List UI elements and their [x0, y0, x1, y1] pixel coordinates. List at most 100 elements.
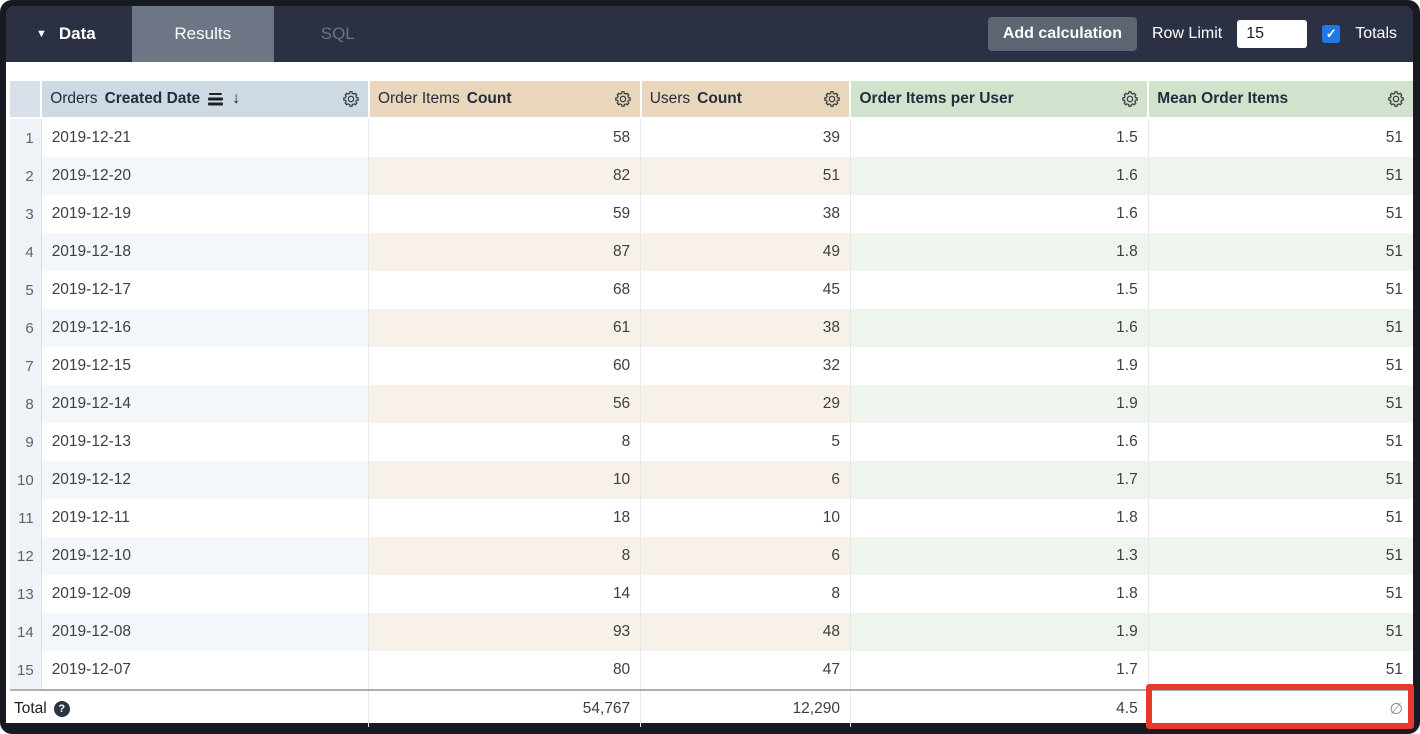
row-number-header [10, 81, 42, 119]
data-menu-button[interactable]: ▼ Data [6, 6, 132, 62]
users-count-cell[interactable]: 32 [640, 347, 851, 385]
add-calculation-button[interactable]: Add calculation [987, 17, 1137, 51]
order-items-per-user-cell[interactable]: 1.7 [849, 651, 1149, 690]
order-items-count-cell[interactable]: 8 [368, 423, 641, 461]
date-cell[interactable]: 2019-12-18 [40, 233, 369, 271]
gear-icon[interactable] [1387, 90, 1405, 108]
gear-icon[interactable] [342, 90, 360, 108]
order-items-per-user-cell[interactable]: 1.9 [849, 347, 1149, 385]
users-count-cell[interactable]: 45 [640, 271, 851, 309]
users-count-cell[interactable]: 6 [640, 461, 851, 499]
mean-order-items-cell[interactable]: 51 [1147, 233, 1413, 271]
order-items-per-user-cell[interactable]: 1.8 [849, 499, 1149, 537]
column-header-users-count[interactable]: Users Count [639, 81, 851, 119]
order-items-count-cell[interactable]: 58 [368, 118, 641, 157]
date-cell[interactable]: 2019-12-08 [40, 613, 369, 651]
mean-order-items-cell[interactable]: 51 [1147, 271, 1413, 309]
order-items-count-cell[interactable]: 61 [368, 309, 641, 347]
users-count-cell[interactable]: 47 [640, 651, 851, 690]
order-items-per-user-cell[interactable]: 1.6 [849, 423, 1149, 461]
date-cell[interactable]: 2019-12-11 [40, 499, 369, 537]
gear-icon[interactable] [823, 90, 841, 108]
column-header-order-items-count[interactable]: Order Items Count [367, 81, 641, 119]
column-header-orders-created-date[interactable]: Orders Created Date ↓ [40, 81, 369, 119]
order-items-count-cell[interactable]: 82 [368, 157, 641, 195]
users-count-cell[interactable]: 51 [640, 157, 851, 195]
mean-order-items-cell[interactable]: 51 [1147, 195, 1413, 233]
users-count-cell[interactable]: 48 [640, 613, 851, 651]
order-items-count-cell[interactable]: 10 [368, 461, 641, 499]
header-field-label: Created Date [104, 90, 201, 107]
mean-order-items-cell[interactable]: 51 [1147, 537, 1413, 575]
order-items-count-cell[interactable]: 14 [368, 575, 641, 613]
mean-order-items-cell[interactable]: 51 [1147, 423, 1413, 461]
date-group-icon [208, 93, 224, 106]
date-cell[interactable]: 2019-12-16 [40, 309, 369, 347]
order-items-per-user-cell[interactable]: 1.8 [849, 233, 1149, 271]
mean-order-items-cell[interactable]: 51 [1147, 385, 1413, 423]
date-cell[interactable]: 2019-12-12 [40, 461, 369, 499]
table-row: 6 2019-12-16 61 38 1.6 51 [10, 309, 1413, 347]
row-number-cell: 3 [10, 195, 42, 233]
users-count-cell[interactable]: 38 [640, 309, 851, 347]
order-items-count-cell[interactable]: 68 [368, 271, 641, 309]
order-items-per-user-cell[interactable]: 1.6 [849, 157, 1149, 195]
order-items-per-user-cell[interactable]: 1.8 [849, 575, 1149, 613]
users-count-cell[interactable]: 38 [640, 195, 851, 233]
totals-checkbox[interactable]: ✓ [1322, 25, 1341, 43]
date-cell[interactable]: 2019-12-19 [40, 195, 369, 233]
gear-icon[interactable] [1121, 90, 1139, 108]
date-cell[interactable]: 2019-12-10 [40, 537, 369, 575]
help-icon[interactable]: ? [53, 701, 70, 717]
users-count-cell[interactable]: 29 [640, 385, 851, 423]
order-items-count-cell[interactable]: 93 [368, 613, 641, 651]
date-cell[interactable]: 2019-12-17 [40, 271, 369, 309]
mean-order-items-cell[interactable]: 51 [1147, 613, 1413, 651]
column-header-order-items-per-user[interactable]: Order Items per User [849, 81, 1149, 119]
users-count-cell[interactable]: 39 [640, 118, 851, 157]
order-items-count-cell[interactable]: 59 [368, 195, 641, 233]
order-items-per-user-cell[interactable]: 1.9 [849, 613, 1149, 651]
order-items-per-user-cell[interactable]: 1.5 [849, 271, 1149, 309]
table-row: 4 2019-12-18 87 49 1.8 51 [10, 233, 1413, 271]
mean-order-items-cell[interactable]: 51 [1147, 309, 1413, 347]
header-row: Orders Created Date ↓ [10, 81, 1413, 119]
data-toolbar: ▼ Data Results SQL Add calculation Row L… [6, 6, 1413, 62]
order-items-per-user-cell[interactable]: 1.9 [849, 385, 1149, 423]
date-cell[interactable]: 2019-12-15 [40, 347, 369, 385]
order-items-count-cell[interactable]: 60 [368, 347, 641, 385]
column-header-mean-order-items[interactable]: Mean Order Items [1147, 81, 1413, 119]
order-items-per-user-cell[interactable]: 1.3 [849, 537, 1149, 575]
gear-icon[interactable] [614, 90, 632, 108]
tab-results[interactable]: Results [131, 6, 274, 62]
order-items-count-cell[interactable]: 8 [368, 537, 641, 575]
users-count-cell[interactable]: 5 [640, 423, 851, 461]
users-count-cell[interactable]: 8 [640, 575, 851, 613]
mean-order-items-cell[interactable]: 51 [1147, 651, 1413, 690]
date-cell[interactable]: 2019-12-09 [40, 575, 369, 613]
order-items-per-user-cell[interactable]: 1.7 [849, 461, 1149, 499]
date-cell[interactable]: 2019-12-13 [40, 423, 369, 461]
order-items-count-cell[interactable]: 56 [368, 385, 641, 423]
mean-order-items-cell[interactable]: 51 [1147, 575, 1413, 613]
mean-order-items-cell[interactable]: 51 [1147, 461, 1413, 499]
order-items-count-cell[interactable]: 87 [368, 233, 641, 271]
users-count-cell[interactable]: 6 [640, 537, 851, 575]
tab-sql[interactable]: SQL [320, 24, 355, 43]
mean-order-items-cell[interactable]: 51 [1147, 499, 1413, 537]
date-cell[interactable]: 2019-12-14 [40, 385, 369, 423]
date-cell[interactable]: 2019-12-21 [40, 118, 369, 157]
mean-order-items-cell[interactable]: 51 [1147, 157, 1413, 195]
order-items-per-user-cell[interactable]: 1.6 [849, 195, 1149, 233]
date-cell[interactable]: 2019-12-20 [40, 157, 369, 195]
order-items-per-user-cell[interactable]: 1.6 [849, 309, 1149, 347]
order-items-per-user-cell[interactable]: 1.5 [849, 118, 1149, 157]
date-cell[interactable]: 2019-12-07 [40, 651, 369, 690]
users-count-cell[interactable]: 10 [640, 499, 851, 537]
row-limit-input[interactable] [1237, 20, 1308, 48]
users-count-cell[interactable]: 49 [640, 233, 851, 271]
order-items-count-cell[interactable]: 18 [368, 499, 641, 537]
order-items-count-cell[interactable]: 80 [368, 651, 641, 690]
mean-order-items-cell[interactable]: 51 [1147, 118, 1413, 157]
mean-order-items-cell[interactable]: 51 [1147, 347, 1413, 385]
